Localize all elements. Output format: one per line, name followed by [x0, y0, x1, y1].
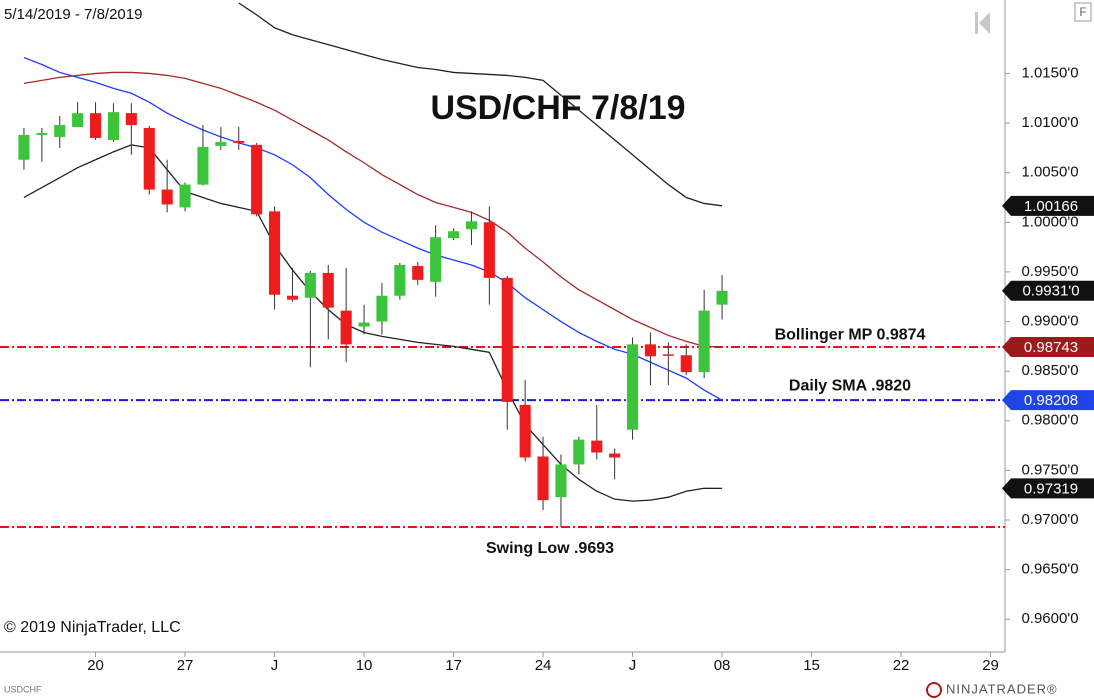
candle-body: [197, 146, 209, 185]
candle-body: [304, 272, 316, 298]
copyright: © 2019 NinjaTrader, LLC: [4, 619, 181, 636]
candle-body: [90, 113, 102, 138]
candle-body: [233, 140, 245, 143]
candle-body: [251, 144, 263, 215]
candle-body: [161, 189, 173, 205]
candle-body: [501, 277, 513, 402]
price-tag-label: 0.9931'0: [1022, 283, 1079, 300]
y-tick-label: 1.0050'0: [1021, 164, 1078, 181]
brand: NINJATRADER®: [946, 681, 1058, 696]
candle-body: [340, 310, 352, 345]
annotation: Bollinger MP 0.9874: [775, 326, 926, 343]
candle-body: [286, 295, 298, 300]
chart-title: USD/CHF 7/8/19: [430, 89, 685, 127]
y-tick-label: 0.9650'0: [1021, 561, 1078, 578]
price-tag-label: 1.00166: [1024, 198, 1078, 215]
x-tick-label: 24: [535, 657, 552, 674]
candle-body: [125, 113, 137, 126]
y-tick-label: 0.9950'0: [1021, 263, 1078, 280]
price-tag: [1002, 280, 1094, 301]
candle-body: [376, 295, 388, 322]
indicator-line: [23, 144, 723, 502]
price-tag-label: 0.97319: [1024, 480, 1078, 497]
candle-body: [698, 310, 710, 373]
indicator-line: [238, 2, 723, 207]
plot-area: [0, 2, 1005, 528]
f-button-label[interactable]: F: [1079, 5, 1086, 19]
price-tag-label: 0.98208: [1024, 392, 1078, 409]
candle-body: [644, 344, 656, 357]
candle-body: [215, 141, 227, 146]
x-tick-label: 10: [356, 657, 373, 674]
x-tick-label: 27: [177, 657, 194, 674]
candle-body: [269, 211, 281, 295]
price-tag: [1002, 337, 1094, 358]
candle-body: [591, 440, 603, 453]
candle-body: [465, 221, 477, 230]
price-tag-label: 0.98743: [1024, 339, 1078, 356]
price-tag: [1002, 195, 1094, 216]
y-tick-label: 0.9850'0: [1021, 362, 1078, 379]
candle-body: [680, 355, 692, 373]
candle-body: [662, 354, 674, 356]
y-tick-label: 1.0000'0: [1021, 213, 1078, 230]
candle-body: [609, 453, 621, 458]
date-range: 5/14/2019 - 7/8/2019: [4, 6, 142, 23]
candle-body: [36, 132, 48, 135]
candle-body: [573, 439, 585, 465]
candle-body: [179, 184, 191, 208]
annotation: Swing Low .9693: [486, 540, 614, 557]
annotation: Daily SMA .9820: [789, 377, 911, 394]
candle-body: [322, 272, 334, 308]
y-tick-label: 1.0100'0: [1021, 114, 1078, 131]
candle-body: [107, 112, 119, 140]
x-tick-label: 22: [893, 657, 910, 674]
brand-logo: NINJATRADER®: [926, 681, 1058, 698]
y-tick-label: 0.9750'0: [1021, 461, 1078, 478]
candle-body: [430, 237, 442, 282]
candle-body: [483, 222, 495, 278]
candle-body: [716, 290, 728, 305]
candle-body: [54, 125, 66, 137]
candle-body: [627, 344, 639, 430]
candle-body: [519, 404, 531, 458]
y-tick-label: 0.9800'0: [1021, 412, 1078, 429]
x-tick-label: 15: [803, 657, 820, 674]
x-tick-label: 20: [87, 657, 104, 674]
candle-body: [448, 231, 460, 239]
y-tick-label: 1.0150'0: [1021, 64, 1078, 81]
price-tag: [1002, 478, 1094, 499]
y-tick-label: 0.9700'0: [1021, 511, 1078, 528]
x-tick-label: 17: [445, 657, 462, 674]
indicator-line: [23, 71, 723, 348]
collapse-icon[interactable]: [975, 12, 990, 34]
price-tag: [1002, 390, 1094, 411]
x-tick-label: 08: [714, 657, 731, 674]
candle-body: [412, 265, 424, 280]
candle-body: [555, 464, 567, 498]
candle-body: [394, 264, 406, 296]
x-tick-label: 29: [982, 657, 999, 674]
candle-body: [18, 134, 30, 160]
candle-body: [358, 322, 370, 327]
y-tick-label: 0.9900'0: [1021, 313, 1078, 330]
symbol: USDCHF: [4, 684, 42, 694]
x-tick-label: J: [271, 657, 279, 674]
candle-body: [72, 113, 84, 128]
candle-body: [537, 456, 549, 501]
x-tick-label: J: [629, 657, 637, 674]
candle-body: [143, 128, 155, 190]
indicator-line: [23, 56, 723, 401]
f-button[interactable]: F: [1074, 2, 1092, 22]
y-tick-label: 0.9600'0: [1021, 610, 1078, 627]
